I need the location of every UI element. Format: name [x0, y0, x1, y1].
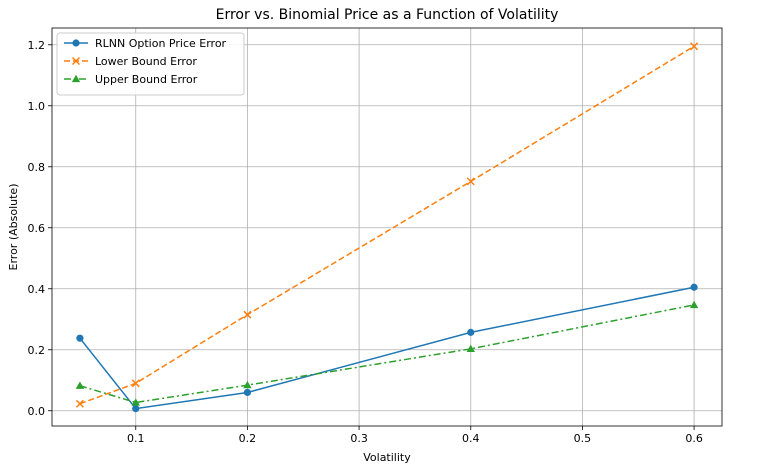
chart-title: Error vs. Binomial Price as a Function o… [216, 7, 559, 23]
series-3 [75, 300, 699, 406]
data-point [243, 380, 252, 389]
series-line [79, 286, 695, 410]
y-tick-label: 0.6 [28, 222, 46, 235]
legend-marker [71, 56, 81, 66]
grid [52, 28, 722, 426]
legend-label: Upper Bound Error [95, 73, 198, 86]
y-tick-label: 1.0 [28, 100, 46, 113]
data-point [243, 310, 252, 319]
data-point [466, 344, 475, 352]
y-tick-label: 1.2 [28, 39, 46, 52]
x-tick-label: 0.1 [127, 432, 145, 445]
y-axis: 0.0 0.2 0.4 0.6 0.8 1.0 1.2 [28, 39, 52, 418]
x-tick-label: 0.4 [462, 432, 480, 445]
data-point [467, 328, 475, 336]
x-tick-label: 0.2 [239, 432, 257, 445]
legend-marker [72, 39, 80, 47]
data-point [131, 379, 140, 388]
series-line [79, 304, 695, 404]
plot-frame [51, 27, 723, 427]
series-2 [75, 42, 699, 408]
x-tick-label: 0.3 [350, 432, 368, 445]
x-tick-label: 0.6 [685, 432, 703, 445]
legend-label: RLNN Option Price Error [95, 37, 227, 50]
data-point [466, 177, 475, 186]
legend-box [56, 32, 245, 96]
x-tick-label: 0.5 [574, 432, 592, 445]
data-point [690, 283, 698, 291]
data-point [75, 381, 85, 389]
legend-label: Lower Bound Error [95, 55, 197, 68]
y-tick-label: 0.2 [28, 344, 46, 357]
data-point [132, 405, 140, 413]
legend-entry: Upper Bound Error [64, 73, 198, 86]
x-axis: 0.1 0.2 0.3 0.4 0.5 0.6 [127, 426, 703, 445]
data-point [243, 388, 252, 397]
y-tick-label: 0.8 [28, 161, 46, 174]
legend-marker [71, 74, 81, 83]
data-point [689, 300, 699, 309]
y-tick-label: 0.4 [28, 283, 46, 296]
y-axis-label: Error (Absolute) [7, 184, 20, 271]
data-point [75, 399, 84, 408]
legend-entry: Lower Bound Error [64, 55, 197, 68]
y-tick-label: 0.0 [28, 405, 46, 418]
legend-entry: RLNN Option Price Error [64, 37, 227, 50]
x-axis-label: Volatility [363, 451, 411, 464]
legend: RLNN Option Price Error Lower Bound Error… [56, 32, 245, 96]
data-point [76, 334, 84, 342]
data-point [131, 398, 140, 406]
data-point [690, 42, 699, 51]
series-1 [76, 283, 698, 413]
series-layer [75, 42, 699, 413]
